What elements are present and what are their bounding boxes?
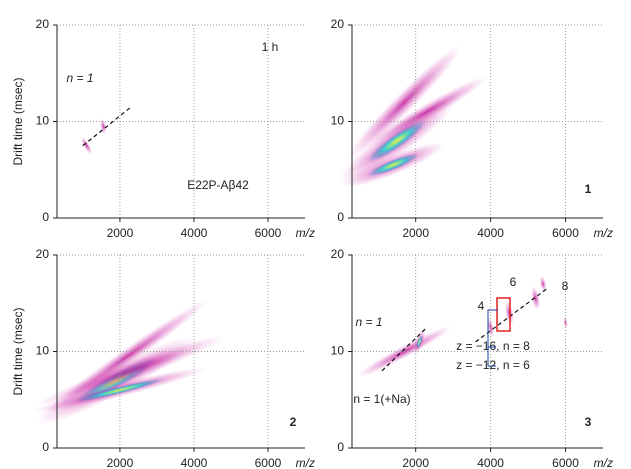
x-tick-label: 6000	[552, 456, 579, 469]
y-tick-label: 20	[331, 247, 345, 261]
x-tick-label: 2000	[107, 456, 134, 469]
density-blob	[45, 298, 210, 415]
y-tick-label: 0	[337, 440, 344, 454]
annotation: 6	[510, 275, 517, 289]
panel: 2000 4000 6000 0 10 20 m/z 3 4 6 8 n = 1 n = 1(+Na) z…	[331, 247, 613, 469]
annotation: 4	[478, 299, 485, 313]
highlight-box	[496, 297, 511, 332]
annotation: 3	[585, 415, 592, 429]
y-tick-label: 20	[36, 247, 50, 261]
density-blob	[347, 45, 462, 160]
x-axis-label: m/z	[296, 226, 315, 240]
x-tick-label: 2000	[402, 456, 429, 469]
density-blob	[563, 316, 568, 329]
annotation: n = 1	[66, 71, 93, 85]
y-tick-label: 10	[331, 114, 345, 128]
annotation: 1	[585, 182, 592, 196]
panel: 2000 4000 6000 0 10 20 m/z Drift time (msec) 1 h…	[11, 17, 315, 240]
x-tick-label: 4000	[181, 456, 208, 469]
fit-line	[475, 288, 548, 343]
density-core	[368, 119, 426, 162]
bracket	[487, 309, 498, 367]
y-tick-label: 10	[36, 344, 50, 358]
fit-line	[381, 326, 428, 372]
y-tick-label: 20	[331, 17, 345, 31]
x-tick-label: 4000	[477, 456, 504, 469]
annotation: 8	[562, 279, 569, 293]
annotation: n = 1(+Na)	[353, 392, 410, 406]
density-core	[367, 153, 419, 177]
annotation: z = −12, n = 6	[456, 358, 530, 372]
y-tick-label: 10	[36, 114, 50, 128]
x-tick-label: 6000	[255, 226, 282, 240]
x-tick-label: 2000	[402, 226, 429, 240]
annotation: 2	[290, 415, 297, 429]
x-tick-label: 4000	[477, 226, 504, 240]
x-axis-label: m/z	[594, 226, 613, 240]
panel: 2000 4000 6000 0 10 20 m/z 1	[331, 17, 613, 240]
density-blob	[80, 136, 93, 155]
x-tick-label: 6000	[255, 456, 282, 469]
density-blob	[539, 276, 547, 292]
fit-line	[82, 106, 132, 147]
y-tick-label: 20	[36, 17, 50, 31]
y-tick-label: 10	[331, 344, 345, 358]
annotation: z = −16, n = 8	[456, 339, 530, 353]
x-tick-label: 4000	[181, 226, 208, 240]
panel: 2000 4000 6000 0 10 20 m/z Drift time (msec) 2	[11, 247, 315, 469]
density-blob	[531, 286, 541, 311]
x-tick-label: 6000	[552, 226, 579, 240]
annotation: E22P-Aβ42	[187, 178, 249, 192]
x-axis-label: m/z	[296, 456, 315, 469]
density-blob	[366, 76, 488, 148]
annotation: n = 1	[355, 315, 382, 329]
x-tick-label: 2000	[107, 226, 134, 240]
density-core	[416, 335, 423, 349]
x-axis-label: m/z	[594, 456, 613, 469]
y-tick-label: 0	[42, 440, 49, 454]
y-tick-label: 0	[337, 210, 344, 224]
annotation: 1 h	[262, 40, 279, 54]
y-axis-label: Drift time (msec)	[11, 78, 25, 166]
y-axis-label: Drift time (msec)	[11, 308, 25, 396]
y-tick-label: 0	[42, 210, 49, 224]
density-blob	[355, 325, 454, 378]
